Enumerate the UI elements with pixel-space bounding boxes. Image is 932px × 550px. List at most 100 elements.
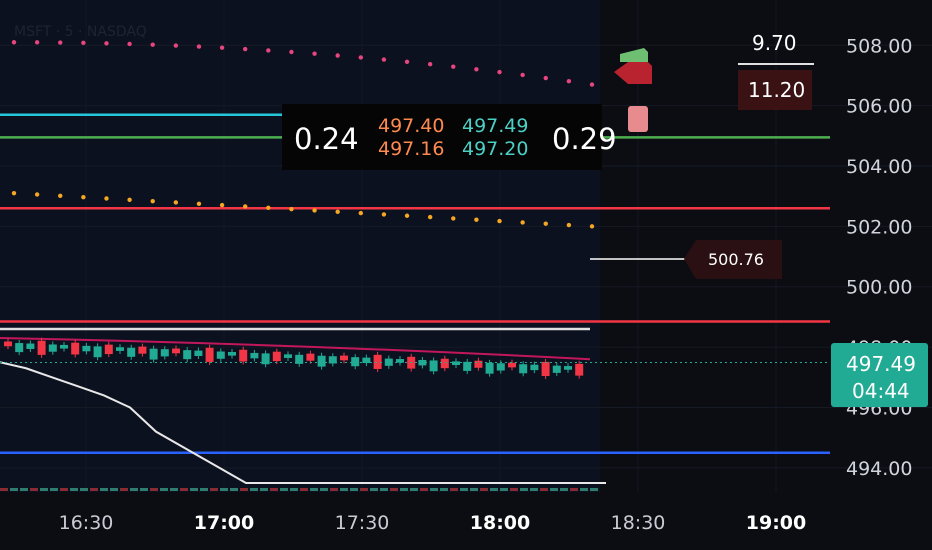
volume-bar: [350, 488, 358, 491]
countdown-label: 04:44: [852, 379, 910, 403]
orange-dot: [11, 190, 17, 196]
candle: [48, 344, 57, 352]
overlay-teal-bottom: 497.20: [462, 138, 528, 160]
candle: [272, 351, 281, 362]
candle: [172, 348, 180, 354]
pink-dot: [243, 46, 248, 52]
pink-dot: [474, 67, 479, 72]
volume-bar: [360, 488, 368, 491]
orange-dot: [196, 201, 202, 207]
y-tick-label: 502.00: [846, 216, 912, 238]
orange-dot: [427, 214, 433, 220]
price-axis[interactable]: 508.00506.00504.00502.00500.00498.00496.…: [846, 35, 912, 480]
volume-bar: [390, 488, 398, 491]
price-500-callout: [684, 240, 782, 279]
candle: [205, 347, 214, 362]
x-tick-label: 19:00: [746, 512, 806, 534]
orange-dot: [150, 198, 155, 204]
pink-dot: [11, 40, 17, 45]
candle: [104, 344, 113, 355]
candle: [216, 351, 225, 359]
volume-bar: [430, 488, 438, 491]
volume-bar: [290, 488, 298, 491]
orange-dot: [289, 206, 294, 212]
candle: [463, 361, 472, 371]
pink-dot: [520, 72, 525, 78]
pink-dot: [266, 48, 271, 53]
candle: [82, 345, 91, 352]
flag-pink: [628, 106, 648, 132]
price-series: [0, 337, 830, 484]
volume-bar: [190, 488, 198, 491]
orange-dot: [219, 202, 225, 208]
volume-bar: [0, 488, 8, 491]
candle: [317, 355, 326, 367]
pink-dot: [219, 45, 225, 50]
volume-bar: [80, 488, 88, 491]
volume-bar: [50, 488, 58, 491]
dotted-indicators: [11, 40, 595, 229]
orange-dot: [404, 213, 410, 218]
volume-bar: [500, 488, 508, 491]
flag-markers: [614, 48, 652, 132]
pink-dot: [381, 57, 387, 62]
volume-bar: [240, 488, 248, 491]
volume-strip: [0, 488, 598, 491]
moving-average-line: [0, 337, 591, 361]
orange-dot: [243, 204, 248, 209]
candle: [284, 354, 292, 358]
volume-bar: [580, 488, 588, 491]
overlay-orange-top: 497.40: [378, 115, 444, 137]
candle: [261, 353, 270, 365]
candle: [396, 359, 404, 363]
volume-bar: [140, 488, 148, 491]
y-tick-label: 494.00: [846, 458, 912, 480]
candle: [149, 348, 158, 360]
candle: [530, 364, 539, 371]
orange-dot: [266, 205, 271, 210]
candle: [250, 352, 259, 359]
orange-dot: [34, 192, 40, 197]
volume-bar: [230, 488, 238, 491]
price-500-label: 500.76: [708, 250, 764, 269]
volume-bar: [100, 488, 108, 491]
candle: [183, 350, 192, 360]
volume-bar: [330, 488, 338, 491]
candle: [474, 360, 483, 368]
pink-dot: [58, 40, 63, 45]
pink-dot: [173, 43, 179, 48]
pink-dot: [196, 44, 202, 49]
orange-dot: [451, 216, 456, 221]
pink-dot: [451, 64, 456, 69]
orange-dot: [589, 224, 595, 229]
volume-bar: [440, 488, 448, 491]
candle: [564, 366, 572, 370]
current-price-tag[interactable]: [831, 343, 928, 407]
candle: [496, 363, 505, 371]
time-axis[interactable]: 16:30 17:00 17:30 18:00 18:30 19:00: [59, 512, 807, 534]
volume-bar: [550, 488, 558, 491]
current-price-label: 497.49: [846, 352, 916, 376]
volume-bar: [70, 488, 78, 491]
plot-area[interactable]: [0, 0, 600, 492]
y-tick-label: 506.00: [846, 96, 912, 118]
candle: [440, 358, 449, 369]
pink-dot: [497, 69, 502, 75]
overlay-orange-bottom: 497.16: [378, 138, 444, 160]
candle: [351, 357, 360, 367]
y-tick-label: 508.00: [846, 35, 912, 57]
overlay-right-value: 0.29: [552, 122, 617, 156]
volume-bar: [540, 488, 548, 491]
volume-bar: [170, 488, 178, 491]
candle: [575, 363, 584, 376]
volume-bar: [10, 488, 18, 491]
candle: [328, 356, 337, 364]
volume-bar: [470, 488, 478, 491]
pink-dot: [589, 82, 595, 87]
x-tick-label: 17:30: [335, 512, 390, 534]
candle: [194, 350, 203, 357]
volume-bar: [180, 488, 188, 491]
pink-dot: [34, 40, 40, 45]
